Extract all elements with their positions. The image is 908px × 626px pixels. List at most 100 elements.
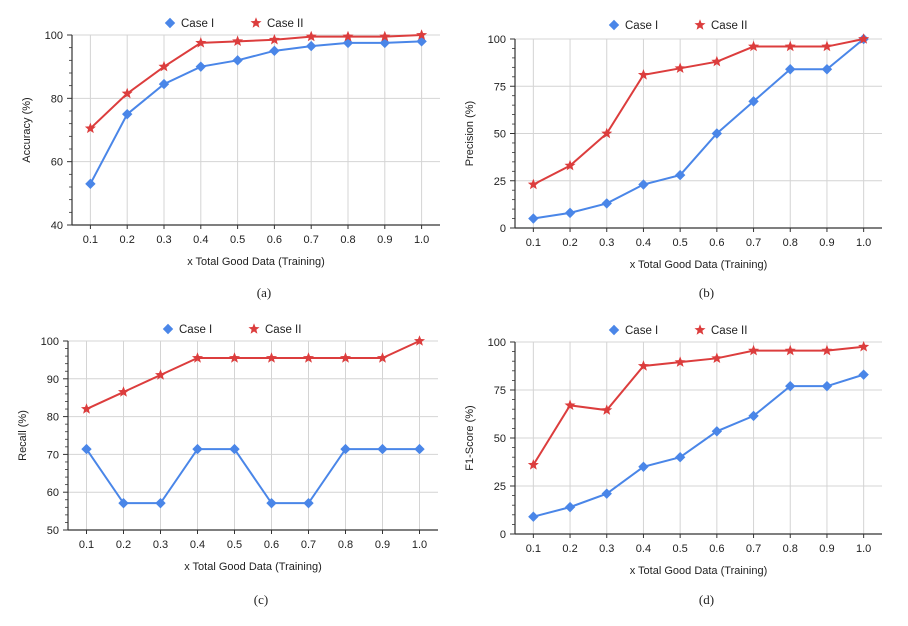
data-point-case-i bbox=[564, 501, 576, 513]
x-tick-label: 0.1 bbox=[526, 237, 541, 249]
data-point-case-i bbox=[122, 108, 133, 120]
data-point-case-i bbox=[85, 178, 96, 190]
x-tick-label: 0.8 bbox=[338, 539, 353, 551]
y-tick-label: 80 bbox=[51, 93, 63, 105]
plot-area bbox=[68, 341, 438, 530]
legend-label: Case I bbox=[181, 18, 214, 30]
x-tick-label: 0.1 bbox=[79, 539, 94, 551]
series-line-case-i bbox=[533, 373, 864, 518]
y-axis-title: Recall (%) bbox=[17, 410, 29, 461]
data-point-case-ii bbox=[305, 30, 317, 42]
x-tick-label: 0.6 bbox=[264, 539, 279, 551]
x-tick-label: 0.5 bbox=[673, 237, 688, 249]
x-tick-label: 0.9 bbox=[377, 234, 392, 246]
data-point-case-ii bbox=[564, 399, 576, 411]
legend-marker bbox=[162, 323, 174, 335]
data-point-case-i bbox=[266, 497, 277, 509]
x-tick-label: 0.5 bbox=[230, 234, 245, 246]
y-tick-label: 25 bbox=[494, 176, 506, 188]
y-tick-label: 50 bbox=[494, 129, 506, 141]
data-point-case-i bbox=[638, 179, 649, 190]
data-point-case-i bbox=[192, 443, 203, 455]
data-point-case-ii bbox=[674, 356, 686, 367]
data-point-case-i bbox=[232, 55, 243, 66]
data-point-case-i bbox=[601, 488, 612, 499]
x-tick-label: 0.4 bbox=[636, 543, 651, 555]
data-point-case-ii bbox=[748, 40, 760, 52]
data-point-case-i bbox=[303, 497, 314, 509]
data-point-case-ii bbox=[527, 459, 539, 470]
x-tick-label: 0.9 bbox=[819, 237, 834, 249]
data-point-case-ii bbox=[379, 30, 391, 42]
data-point-case-ii bbox=[413, 335, 426, 346]
y-tick-label: 50 bbox=[47, 525, 59, 537]
y-tick-label: 0 bbox=[500, 223, 506, 235]
x-tick-label: 0.9 bbox=[375, 539, 390, 551]
legend-marker bbox=[608, 324, 620, 336]
chart-panel-a: 40 60 80 100 0.1 0.2 0.3 0.4 0.5 0.6 0.7 0.8 0.9 1.0 x… bbox=[21, 17, 440, 300]
x-tick-label: 0.6 bbox=[709, 543, 724, 555]
y-axis-title: Precision (%) bbox=[464, 101, 476, 166]
series-line-case-ii bbox=[89, 34, 422, 130]
series-line-case-i bbox=[533, 38, 865, 220]
legend-marker bbox=[164, 17, 176, 29]
x-tick-label: 0.3 bbox=[153, 539, 168, 551]
x-axis-title: x Total Good Data (Training) bbox=[184, 561, 322, 573]
legend-marker bbox=[250, 17, 262, 28]
x-tick-label: 1.0 bbox=[414, 234, 429, 246]
chart-panel-d: 0 25 50 75 100 0.1 0.2 0.3 0.4 0.5 0.6 0.7 0.8 0.9 1.0… bbox=[464, 324, 882, 607]
data-point-case-i bbox=[229, 443, 240, 455]
panel-caption: (d) bbox=[699, 592, 714, 607]
data-point-case-ii bbox=[228, 352, 241, 363]
data-point-case-i bbox=[269, 45, 280, 57]
data-point-case-ii bbox=[339, 352, 352, 363]
data-point-case-i bbox=[342, 37, 354, 49]
x-tick-label: 0.7 bbox=[746, 543, 761, 555]
legend-label: Case I bbox=[625, 20, 658, 32]
series-line-case-ii bbox=[86, 340, 420, 410]
data-point-case-ii bbox=[637, 360, 649, 371]
data-point-case-i bbox=[748, 410, 759, 422]
y-tick-label: 80 bbox=[47, 412, 59, 424]
x-axis-title: x Total Good Data (Training) bbox=[630, 259, 768, 271]
data-point-case-i bbox=[638, 461, 649, 472]
panel-caption: (b) bbox=[699, 285, 714, 300]
data-point-case-ii bbox=[601, 127, 613, 139]
legend-label: Case II bbox=[267, 18, 303, 30]
y-tick-label: 70 bbox=[47, 449, 59, 461]
data-point-case-ii bbox=[265, 352, 278, 363]
data-point-case-ii bbox=[342, 30, 354, 42]
data-point-case-ii bbox=[232, 35, 244, 47]
data-point-case-i bbox=[785, 64, 796, 75]
x-tick-label: 0.6 bbox=[709, 237, 724, 249]
data-point-case-i bbox=[340, 443, 351, 455]
legend-marker bbox=[608, 19, 620, 31]
x-tick-label: 0.8 bbox=[340, 234, 355, 246]
legend-label: Case II bbox=[711, 20, 747, 32]
x-tick-label: 1.0 bbox=[856, 237, 871, 249]
data-point-case-i bbox=[377, 443, 388, 455]
data-point-case-i bbox=[821, 64, 833, 75]
legend-marker bbox=[248, 323, 260, 334]
data-point-case-i bbox=[601, 198, 612, 209]
data-point-case-ii bbox=[711, 55, 723, 67]
x-tick-label: 0.9 bbox=[819, 543, 834, 555]
x-tick-label: 0.8 bbox=[783, 237, 798, 249]
x-tick-label: 0.5 bbox=[227, 539, 242, 551]
data-point-case-ii bbox=[268, 33, 280, 45]
data-point-case-ii bbox=[858, 341, 870, 352]
data-point-case-i bbox=[528, 511, 539, 522]
y-tick-label: 100 bbox=[41, 336, 59, 348]
data-point-case-ii bbox=[601, 404, 613, 415]
legend-marker bbox=[694, 324, 706, 335]
series-line-case-i bbox=[85, 448, 420, 505]
data-point-case-i bbox=[155, 497, 166, 509]
y-axis-title: Accuracy (%) bbox=[21, 97, 33, 162]
data-point-case-i bbox=[858, 369, 869, 380]
y-tick-label: 90 bbox=[47, 374, 59, 386]
data-point-case-ii bbox=[674, 62, 686, 73]
data-point-case-ii bbox=[784, 344, 796, 356]
series-line-case-ii bbox=[532, 38, 864, 186]
x-tick-label: 0.1 bbox=[83, 234, 98, 246]
legend-label: Case II bbox=[711, 325, 747, 337]
